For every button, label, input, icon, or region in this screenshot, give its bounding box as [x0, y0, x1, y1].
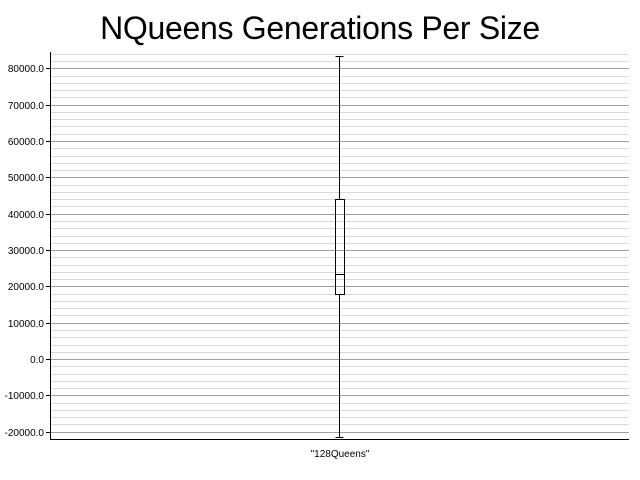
axis-layer [50, 52, 629, 440]
y-tick-layer: -20000.0 -10000.0 0.0 10000.0 20000.0 30000.0… [5, 64, 50, 439]
y-tick-label: 50000.0 [8, 173, 45, 184]
y-tick-label: 60000.0 [8, 137, 45, 148]
y-tick-label: -20000.0 [5, 428, 45, 439]
category-label: "128Queens" [311, 449, 370, 460]
y-tick-label: 70000.0 [8, 101, 45, 112]
chart-title: NQueens Generations Per Size [100, 10, 540, 46]
y-tick-label: 20000.0 [8, 282, 45, 293]
y-tick-label: 30000.0 [8, 246, 45, 257]
y-tick-label: 80000.0 [8, 64, 45, 75]
y-tick-label: 10000.0 [8, 319, 45, 330]
y-tick-label: -10000.0 [5, 391, 45, 402]
category-label-layer: "128Queens" [311, 449, 370, 460]
box-layer [335, 56, 345, 438]
iqr-box [335, 199, 345, 295]
y-tick-label: 40000.0 [8, 210, 45, 221]
y-tick-label: 0.0 [30, 355, 44, 366]
